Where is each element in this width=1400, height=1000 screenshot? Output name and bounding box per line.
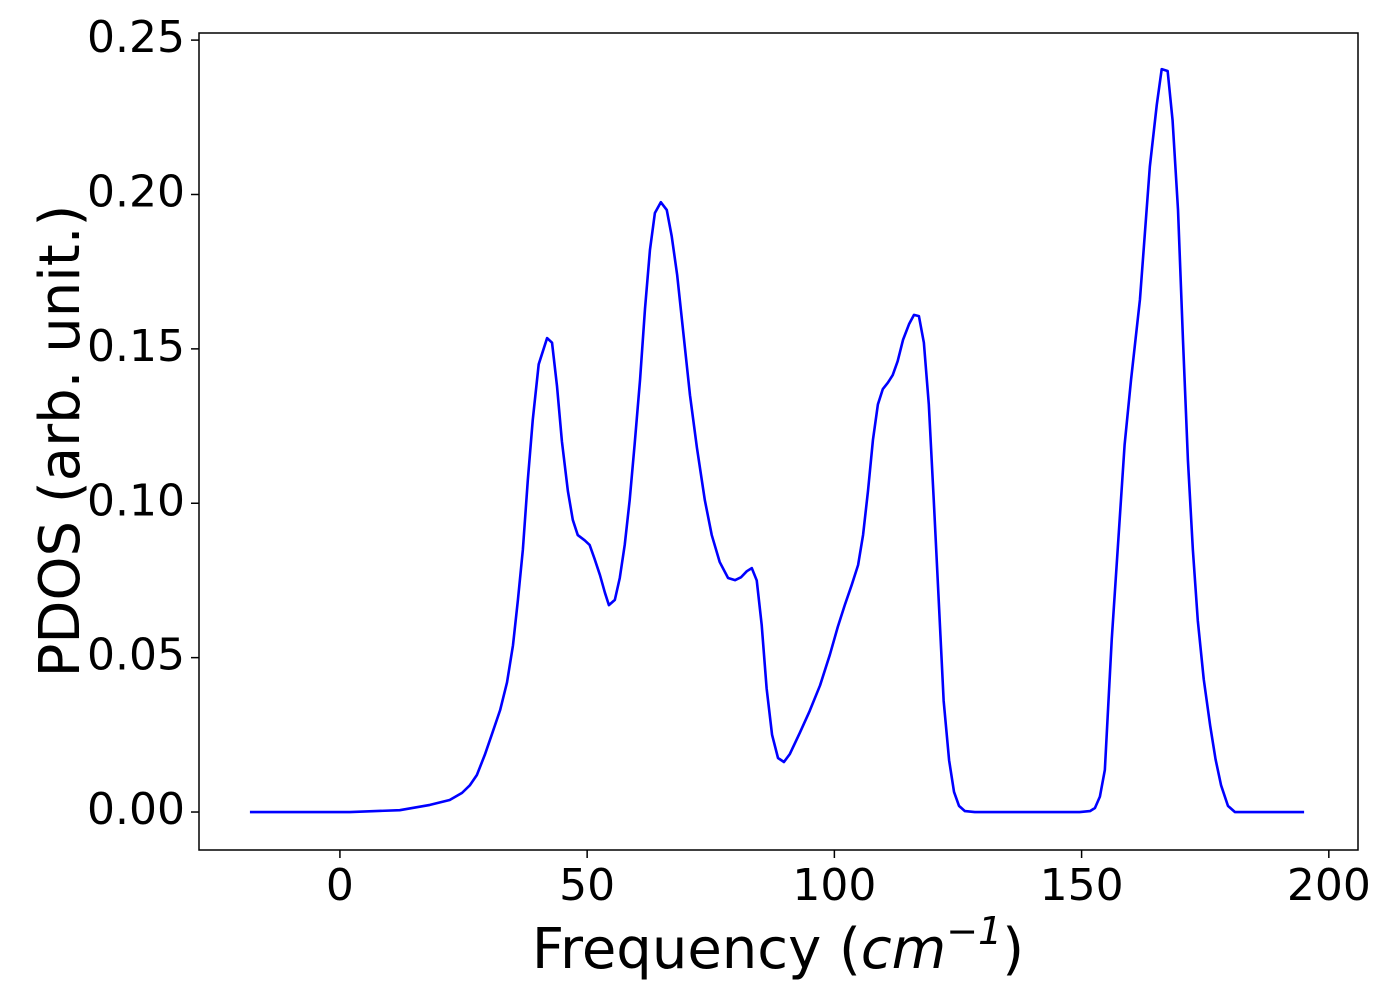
x-tick-label: 0 — [326, 860, 354, 911]
x-tick-label: 200 — [1287, 860, 1371, 911]
y-tick-label: 0.25 — [87, 12, 185, 63]
x-label-text: Frequency ( — [532, 917, 861, 982]
plot-frame — [198, 32, 1359, 851]
y-tick-label: 0.10 — [87, 475, 185, 526]
x-label-close: ) — [1002, 917, 1024, 982]
y-tick-label: 0.20 — [87, 166, 185, 217]
y-tick-label: 0.00 — [87, 784, 185, 835]
x-label-unit: cm — [861, 917, 946, 982]
data-line — [249, 67, 1305, 814]
y-tick-label: 0.05 — [87, 630, 185, 681]
y-axis-label: PDOS (arb. unit.) — [28, 205, 93, 678]
x-axis-label: Frequency (cm−1) — [532, 909, 1024, 982]
x-tick-label: 50 — [559, 860, 615, 911]
x-tick-label: 100 — [792, 860, 876, 911]
x-tick-label: 150 — [1040, 860, 1124, 911]
x-label-exponent: −1 — [946, 909, 1002, 953]
y-tick-label: 0.15 — [87, 321, 185, 372]
